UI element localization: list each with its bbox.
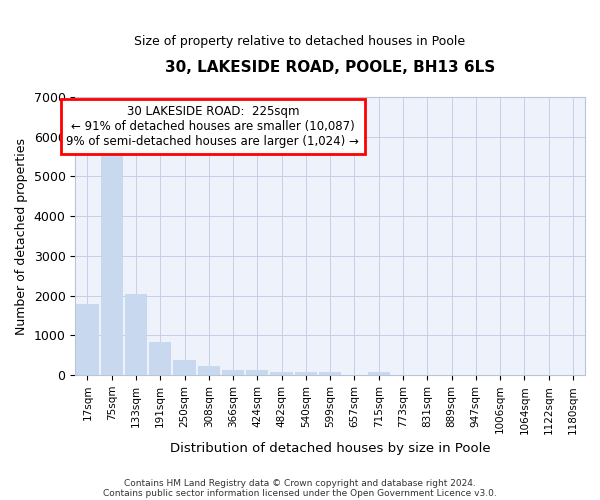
Text: Size of property relative to detached houses in Poole: Size of property relative to detached ho…: [134, 35, 466, 48]
Text: Contains public sector information licensed under the Open Government Licence v3: Contains public sector information licen…: [103, 488, 497, 498]
Bar: [125, 294, 147, 375]
Bar: [246, 370, 268, 375]
Bar: [295, 372, 317, 375]
Bar: [149, 342, 172, 375]
Text: 30 LAKESIDE ROAD:  225sqm
← 91% of detached houses are smaller (10,087)
9% of se: 30 LAKESIDE ROAD: 225sqm ← 91% of detach…: [67, 106, 359, 148]
Bar: [319, 372, 341, 375]
Title: 30, LAKESIDE ROAD, POOLE, BH13 6LS: 30, LAKESIDE ROAD, POOLE, BH13 6LS: [165, 60, 495, 75]
Bar: [76, 304, 98, 375]
Bar: [173, 360, 196, 375]
Bar: [101, 146, 123, 375]
Bar: [368, 372, 390, 375]
Bar: [271, 372, 293, 375]
Bar: [222, 370, 244, 375]
Text: Contains HM Land Registry data © Crown copyright and database right 2024.: Contains HM Land Registry data © Crown c…: [124, 478, 476, 488]
Y-axis label: Number of detached properties: Number of detached properties: [15, 138, 28, 334]
X-axis label: Distribution of detached houses by size in Poole: Distribution of detached houses by size …: [170, 442, 490, 455]
Bar: [197, 366, 220, 375]
